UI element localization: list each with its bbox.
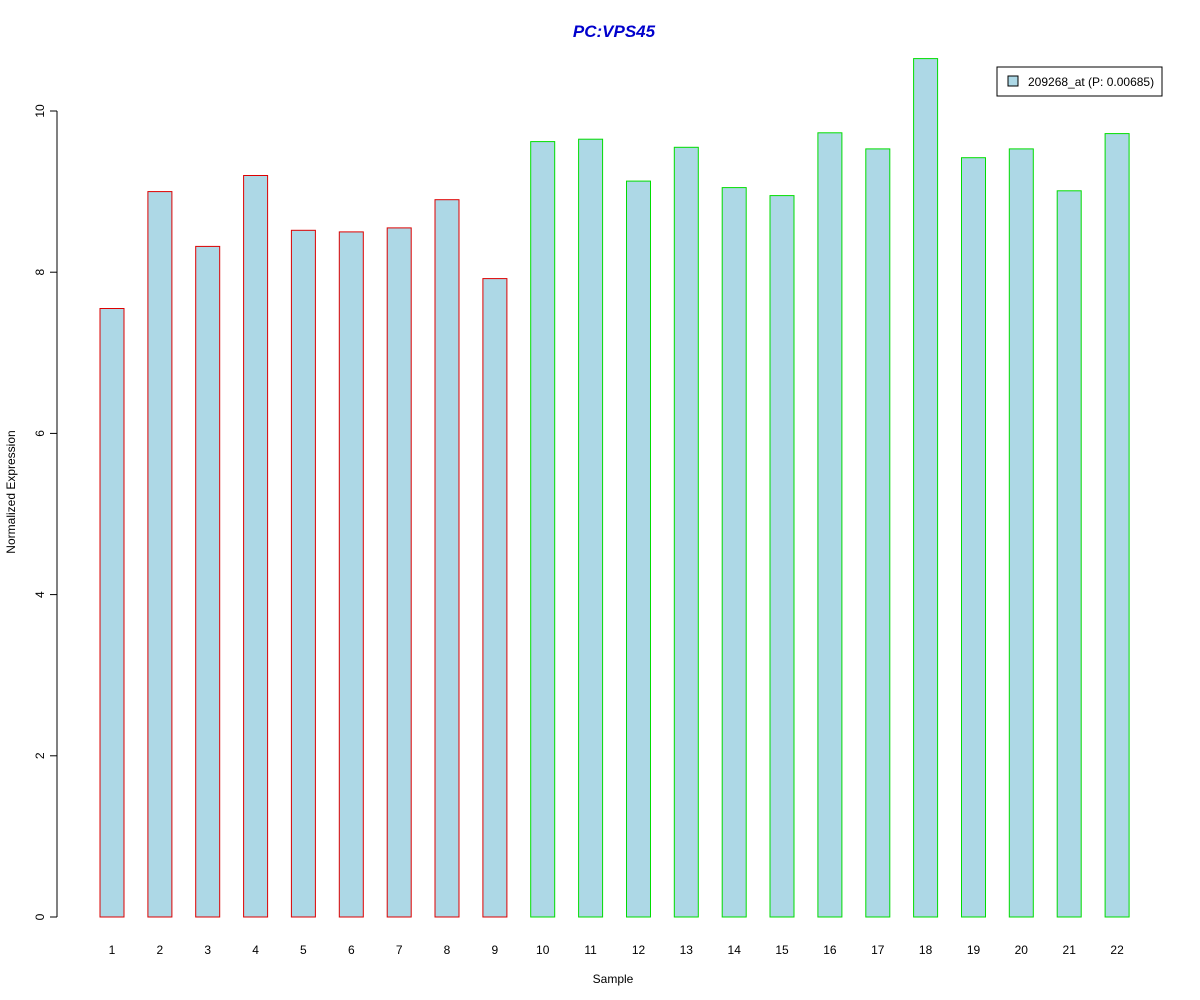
- bar-sample-12: [626, 180, 651, 918]
- bar-sample-20: [1008, 148, 1034, 918]
- legend: 209268_at (P: 0.00685): [996, 66, 1163, 97]
- y-axis-title: Normalized Expression: [4, 430, 18, 553]
- x-axis-title: Sample: [593, 972, 634, 986]
- x-tick-label: 9: [492, 943, 499, 957]
- bar-sample-7: [386, 227, 412, 918]
- bar-sample-1: [99, 308, 125, 918]
- bar-sample-18: [913, 58, 939, 918]
- bar-sample-3: [195, 245, 221, 918]
- y-tick-label: 8: [33, 269, 47, 276]
- x-tick-label: 19: [967, 943, 981, 957]
- x-tick-label: 2: [157, 943, 164, 957]
- chart-title: PC:VPS45: [573, 22, 656, 41]
- x-axis-labels: 1 2 3 4 5 6 7 8 9 10 11 12 13 14 15 16 17 18 19 20 21 22: [109, 943, 1124, 957]
- bar-sample-21: [1056, 190, 1082, 918]
- legend-swatch: [1007, 75, 1019, 87]
- x-tick-label: 1: [109, 943, 116, 957]
- bars: [99, 58, 1130, 918]
- x-tick-label: 4: [252, 943, 259, 957]
- x-tick-label: 6: [348, 943, 355, 957]
- x-tick-label: 10: [536, 943, 550, 957]
- bar-sample-13: [673, 146, 699, 918]
- x-tick-label: 3: [204, 943, 211, 957]
- x-tick-label: 8: [444, 943, 451, 957]
- bar-sample-22: [1104, 133, 1130, 918]
- x-tick-label: 5: [300, 943, 307, 957]
- bar-sample-17: [865, 148, 891, 918]
- x-tick-label: 22: [1110, 943, 1124, 957]
- bar-sample-8: [434, 199, 460, 918]
- bar-sample-6: [338, 231, 364, 918]
- legend-box: [996, 66, 1163, 97]
- x-tick-label: 12: [632, 943, 646, 957]
- bar-sample-2: [147, 191, 173, 918]
- bar-sample-10: [530, 141, 556, 918]
- x-tick-label: 18: [919, 943, 933, 957]
- bar-sample-16: [817, 132, 843, 918]
- y-axis: 0 2 4 6 8 10: [33, 104, 58, 920]
- y-tick-label: 6: [33, 430, 47, 437]
- x-tick-label: 15: [775, 943, 789, 957]
- y-tick-label: 0: [33, 913, 47, 920]
- x-tick-label: 16: [823, 943, 837, 957]
- x-tick-label: 11: [584, 943, 597, 957]
- bar-sample-4: [243, 175, 269, 918]
- x-tick-label: 13: [680, 943, 694, 957]
- x-tick-label: 20: [1015, 943, 1029, 957]
- legend-label: 209268_at (P: 0.00685): [1028, 75, 1154, 89]
- y-tick-label: 4: [33, 591, 47, 598]
- bar-sample-9: [482, 278, 508, 918]
- bar-sample-19: [961, 157, 986, 918]
- x-tick-label: 21: [1063, 943, 1077, 957]
- bar-sample-5: [290, 229, 316, 918]
- y-tick-label: 10: [33, 104, 47, 118]
- bar-sample-14: [721, 187, 747, 918]
- x-tick-label: 14: [728, 943, 742, 957]
- bar-sample-15: [769, 195, 795, 918]
- x-tick-label: 17: [871, 943, 885, 957]
- x-tick-label: 7: [396, 943, 403, 957]
- y-tick-label: 2: [33, 752, 47, 759]
- bar-sample-11: [578, 138, 604, 918]
